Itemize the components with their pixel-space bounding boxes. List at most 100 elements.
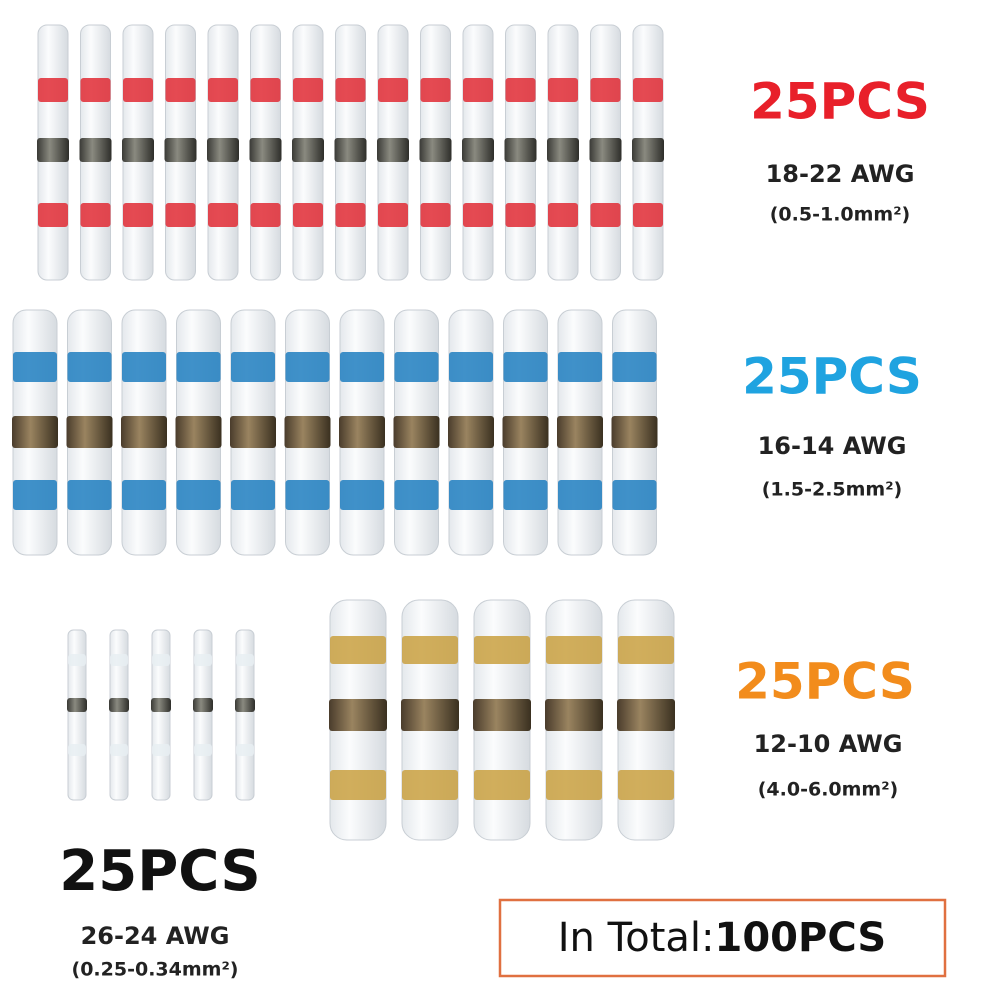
awg: 16-14 AWG [758, 432, 907, 460]
metal-band [284, 416, 331, 448]
metal-band [393, 416, 440, 448]
color-band [208, 78, 238, 102]
metal-band [632, 138, 664, 162]
color-band [394, 352, 439, 382]
color-band [165, 78, 196, 102]
metal-band [151, 698, 171, 712]
color-band [68, 654, 86, 666]
color-band [110, 744, 128, 756]
color-band [67, 480, 112, 510]
color-band [590, 203, 621, 227]
total-count: 100PCS [715, 915, 887, 961]
color-band [80, 203, 111, 227]
metal-band [377, 138, 409, 162]
metal-band [611, 416, 658, 448]
metal-band [292, 138, 324, 162]
metal-band [617, 699, 675, 731]
color-band [474, 636, 530, 664]
color-band [236, 654, 254, 666]
size: (0.25-0.34mm²) [72, 959, 239, 981]
tube [151, 629, 171, 801]
metal-band [462, 138, 494, 162]
metal-band [66, 416, 113, 448]
color-band [13, 352, 57, 382]
metal-band [329, 699, 387, 731]
count: 25PCS [59, 839, 260, 904]
metal-band [473, 699, 531, 731]
color-band [152, 654, 170, 666]
metal-band [122, 138, 154, 162]
count: 25PCS [750, 73, 930, 131]
color-band [293, 203, 323, 227]
color-band [13, 480, 57, 510]
color-band [420, 78, 451, 102]
color-band [250, 203, 281, 227]
metal-band [545, 699, 603, 731]
color-band [231, 352, 275, 382]
color-band [449, 352, 493, 382]
color-band [612, 480, 657, 510]
metal-band [504, 138, 537, 162]
color-band [394, 480, 439, 510]
color-band [546, 770, 602, 800]
metal-band [547, 138, 579, 162]
color-band [633, 203, 663, 227]
color-band [122, 352, 166, 382]
metal-band [401, 699, 459, 731]
color-band [231, 480, 275, 510]
tube [109, 629, 129, 801]
color-band [463, 78, 493, 102]
color-band [335, 78, 366, 102]
color-band [330, 636, 386, 664]
color-band [176, 480, 221, 510]
color-band [122, 480, 166, 510]
color-band [38, 78, 68, 102]
metal-band [67, 698, 87, 712]
color-band [194, 654, 212, 666]
color-band [618, 636, 674, 664]
color-band [633, 78, 663, 102]
color-band [285, 352, 330, 382]
metal-band [79, 138, 112, 162]
color-band [340, 352, 384, 382]
color-band [208, 203, 238, 227]
color-band [503, 480, 548, 510]
count: 25PCS [742, 348, 922, 406]
color-band [293, 78, 323, 102]
color-band [449, 480, 493, 510]
tube [235, 629, 255, 801]
metal-band [334, 138, 367, 162]
color-band [250, 78, 281, 102]
metal-band [109, 698, 129, 712]
color-band [402, 636, 458, 664]
metal-band [249, 138, 282, 162]
metal-band [589, 138, 622, 162]
size: (4.0-6.0mm²) [758, 779, 899, 801]
size: (1.5-2.5mm²) [762, 479, 903, 501]
metal-band [339, 416, 385, 448]
color-band [152, 744, 170, 756]
color-band [123, 203, 153, 227]
color-band [505, 78, 536, 102]
size: (0.5-1.0mm²) [770, 204, 911, 226]
metal-band [235, 698, 255, 712]
color-band [420, 203, 451, 227]
metal-band [37, 138, 69, 162]
color-band [558, 352, 602, 382]
color-band [402, 770, 458, 800]
color-band [590, 78, 621, 102]
color-band [505, 203, 536, 227]
color-band [618, 770, 674, 800]
color-band [474, 770, 530, 800]
awg: 18-22 AWG [766, 160, 915, 188]
color-band [38, 203, 68, 227]
color-band [330, 770, 386, 800]
metal-band [557, 416, 603, 448]
color-band [548, 203, 578, 227]
color-band [612, 352, 657, 382]
tube [193, 629, 213, 801]
metal-band [207, 138, 239, 162]
total: In Total:100PCS [558, 915, 886, 961]
color-band [463, 203, 493, 227]
